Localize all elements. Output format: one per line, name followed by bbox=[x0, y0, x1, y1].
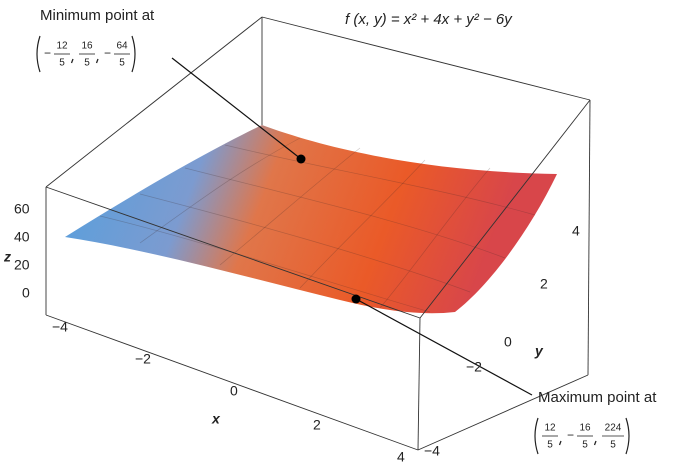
denominator: 5 bbox=[547, 440, 553, 451]
z-tick-label: 40 bbox=[14, 229, 30, 245]
x-tick-label: 4 bbox=[397, 449, 405, 465]
z-tick-label: 0 bbox=[22, 285, 30, 301]
sign: − bbox=[44, 46, 51, 60]
comma bbox=[70, 58, 74, 64]
comma bbox=[593, 440, 597, 446]
surface bbox=[65, 125, 557, 314]
numerator: 64 bbox=[116, 41, 128, 52]
x-tick-label: −2 bbox=[135, 351, 151, 367]
y-tick-label: −4 bbox=[424, 443, 440, 459]
x-tick-label: 0 bbox=[230, 383, 238, 399]
x-axis-label: x bbox=[211, 411, 221, 427]
y-tick-label: −2 bbox=[466, 359, 482, 375]
paren bbox=[625, 417, 630, 455]
title: f (x, y) = x² + 4x + y² − 6y bbox=[345, 11, 513, 28]
z-axis-label: z bbox=[3, 249, 11, 265]
denominator: 5 bbox=[582, 440, 588, 451]
sign: − bbox=[567, 428, 574, 442]
denominator: 5 bbox=[84, 58, 90, 69]
y-tick-label: 2 bbox=[540, 276, 548, 292]
numerator: 12 bbox=[56, 41, 68, 52]
box-back bbox=[45, 16, 591, 376]
comma bbox=[95, 58, 99, 64]
denominator: 5 bbox=[59, 58, 65, 69]
max-leader bbox=[355, 298, 533, 396]
x-tick-label: −4 bbox=[52, 319, 68, 335]
min-point bbox=[296, 154, 306, 164]
y-axis-label: y bbox=[534, 343, 544, 359]
numerator: 16 bbox=[81, 41, 93, 52]
min-label: Minimum point at bbox=[40, 7, 155, 24]
denominator: 5 bbox=[610, 440, 616, 451]
paren bbox=[131, 35, 136, 73]
max-label: Maximum point at bbox=[538, 389, 657, 406]
z-tick-label: 20 bbox=[14, 257, 30, 273]
x-tick-label: 2 bbox=[313, 417, 321, 433]
min-leader bbox=[171, 57, 302, 160]
numerator: 224 bbox=[605, 423, 622, 434]
denominator: 5 bbox=[119, 58, 125, 69]
comma bbox=[558, 440, 562, 446]
sign: − bbox=[104, 46, 111, 60]
surface-mesh bbox=[99, 137, 536, 313]
paren bbox=[36, 35, 41, 73]
y-tick-label: 0 bbox=[504, 334, 512, 350]
z-tick-label: 60 bbox=[14, 201, 30, 217]
numerator: 12 bbox=[544, 423, 556, 434]
numerator: 16 bbox=[579, 423, 591, 434]
max-point bbox=[351, 294, 361, 304]
paren bbox=[534, 417, 539, 455]
y-tick-label: 4 bbox=[572, 223, 580, 239]
